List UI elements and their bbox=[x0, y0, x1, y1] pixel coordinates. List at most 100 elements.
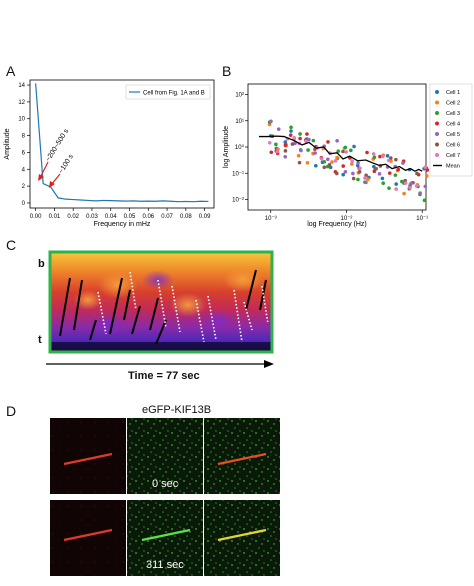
kymograph-dotted-traces bbox=[97, 271, 269, 343]
chart-b-legend-label: Cell 1 bbox=[446, 90, 460, 96]
kymograph-solid-traces bbox=[59, 269, 267, 345]
chart-b-mean-line bbox=[258, 135, 423, 172]
annotation-arrow-1 bbox=[39, 161, 49, 179]
micro-bottom-merge-channel bbox=[204, 500, 280, 576]
chart-b-point bbox=[356, 161, 360, 165]
chart-b-point bbox=[393, 173, 398, 177]
chart-b-point bbox=[351, 176, 356, 181]
chart-b-ytick-label: 10⁻¹ bbox=[232, 171, 244, 177]
microscopy-panel bbox=[50, 418, 280, 576]
kymo-label-bottom: t bbox=[38, 334, 42, 346]
chart-b-point bbox=[387, 171, 392, 175]
panel-letter-d: D bbox=[6, 403, 17, 419]
chart-b-point bbox=[298, 132, 302, 136]
chart-b-point bbox=[394, 187, 398, 191]
chart-b-legend-label: Cell 4 bbox=[446, 122, 460, 128]
chart-b-legend-label: Cell 6 bbox=[446, 143, 460, 149]
chart-b-point bbox=[422, 198, 427, 203]
chart-b-point bbox=[283, 154, 288, 159]
chart-b-point bbox=[350, 162, 354, 166]
chart-b-point bbox=[283, 143, 288, 148]
chart-b-point bbox=[402, 191, 406, 196]
chart-b-point bbox=[276, 127, 281, 131]
chart-b-point bbox=[296, 153, 301, 158]
chart-b-point bbox=[336, 149, 341, 153]
chart-b-legend-label: Cell 3 bbox=[446, 111, 460, 117]
chart-b-legend-label: Cell 5 bbox=[446, 132, 460, 138]
chart-b-point bbox=[313, 151, 317, 155]
microscopy-title: eGFP-KIF13B bbox=[142, 404, 212, 416]
chart-a-xtick-label: 0.07 bbox=[161, 214, 173, 220]
chart-b-point bbox=[269, 150, 274, 155]
chart-b-point bbox=[387, 186, 391, 190]
chart-b-legend-label: Cell 2 bbox=[446, 101, 460, 107]
chart-b-point bbox=[425, 174, 429, 178]
chart-b-point bbox=[298, 136, 302, 141]
time-arrow bbox=[46, 360, 274, 368]
microscopy-time-top: 0 sec bbox=[152, 478, 179, 490]
chart-b-point bbox=[274, 142, 278, 147]
chart-b-point bbox=[319, 156, 324, 161]
chart-b-point bbox=[350, 159, 354, 163]
chart-b-point bbox=[403, 181, 408, 185]
chart-b-legend-swatch bbox=[435, 100, 439, 105]
chart-b-point bbox=[322, 165, 327, 170]
chart-b-point bbox=[365, 150, 369, 155]
chart-b-point bbox=[366, 177, 370, 182]
chart-b-point bbox=[415, 171, 419, 176]
chart-b-frame bbox=[247, 83, 427, 211]
chart-b-point bbox=[364, 173, 368, 178]
chart-b-point bbox=[380, 176, 385, 181]
chart-b-point bbox=[334, 171, 339, 176]
chart-b-point bbox=[307, 137, 311, 142]
chart-b-point bbox=[299, 148, 303, 153]
chart-b-point bbox=[322, 160, 327, 164]
chart-b-point bbox=[269, 119, 273, 124]
chart-b-point bbox=[394, 182, 398, 186]
chart-a-xtick-label: 0.04 bbox=[105, 214, 117, 220]
chart-b-legend-label: Mean bbox=[446, 164, 460, 170]
chart-b-point bbox=[306, 148, 310, 152]
panel-letter-b: B bbox=[222, 63, 232, 79]
chart-a-ytick-label: 4 bbox=[22, 167, 26, 173]
chart-a-ytick-label: 8 bbox=[22, 134, 26, 140]
annotation-arrowhead-2 bbox=[49, 181, 55, 188]
chart-a-legend-label: Cell from Fig. 1A and B bbox=[143, 91, 205, 97]
chart-b-point bbox=[349, 148, 353, 153]
chart-b-point bbox=[275, 149, 280, 154]
chart-b-legend-swatch bbox=[435, 90, 439, 94]
chart-b-point bbox=[414, 184, 419, 188]
chart-a: 0.00 0.01 0.02 0.03 0.04 0.05 0.06 0.07 0.08 0.09… bbox=[4, 79, 215, 228]
chart-b-point bbox=[418, 191, 422, 195]
chart-a-xtick-label: 0.09 bbox=[199, 214, 211, 220]
chart-b-point bbox=[305, 161, 310, 165]
chart-a-xtick-label: 0.08 bbox=[180, 214, 192, 220]
kymograph-time-label: Time = 77 sec bbox=[128, 370, 200, 382]
chart-a-frame bbox=[29, 79, 215, 209]
chart-b-point bbox=[290, 142, 295, 146]
chart-b-point bbox=[381, 181, 385, 186]
chart-b-point bbox=[267, 140, 272, 145]
chart-b-point bbox=[305, 132, 309, 136]
chart-b-point bbox=[377, 172, 382, 176]
chart-b-ytick-label: 10² bbox=[235, 93, 244, 99]
chart-b-legend-swatch bbox=[435, 153, 439, 157]
chart-b-point bbox=[372, 155, 377, 160]
chart-b-point bbox=[378, 154, 382, 159]
chart-a-ytick-label: 6 bbox=[22, 150, 26, 156]
chart-b-point bbox=[326, 157, 330, 162]
chart-b-legend-swatch bbox=[435, 121, 439, 126]
chart-b-point bbox=[396, 167, 401, 172]
panel-letter-c: C bbox=[6, 237, 17, 253]
chart-a-legend bbox=[125, 84, 211, 100]
chart-a-xtick-label: 0.03 bbox=[86, 214, 98, 220]
chart-b-point bbox=[326, 140, 330, 144]
kymo-label-top: b bbox=[38, 258, 45, 270]
chart-b-point bbox=[358, 166, 362, 171]
chart-b-point bbox=[283, 149, 288, 153]
chart-a-xtick-label: 0.05 bbox=[124, 214, 136, 220]
chart-b-ytick-label: 10⁻² bbox=[232, 198, 244, 204]
chart-b-ytick-label: 10¹ bbox=[235, 119, 244, 125]
chart-b-point bbox=[352, 144, 356, 149]
chart-a-xtick-label: 0.02 bbox=[67, 214, 79, 220]
